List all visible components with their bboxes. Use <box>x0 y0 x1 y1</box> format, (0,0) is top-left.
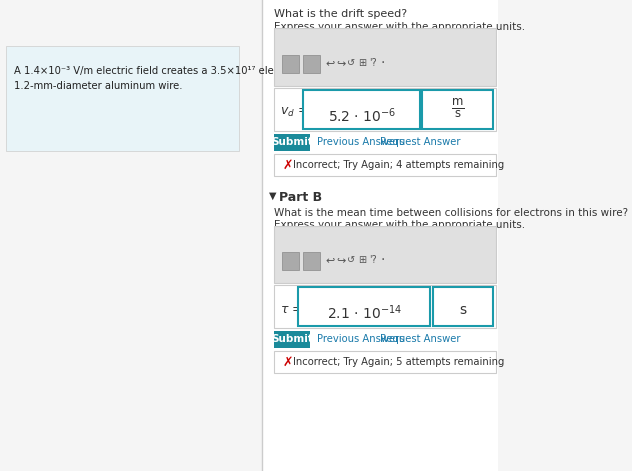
Text: Express your answer with the appropriate units.: Express your answer with the appropriate… <box>274 22 525 32</box>
Text: ⊞: ⊞ <box>358 255 367 265</box>
Text: ↪: ↪ <box>336 58 346 68</box>
Bar <box>274 154 496 176</box>
Text: Incorrect; Try Again; 4 attempts remaining: Incorrect; Try Again; 4 attempts remaini… <box>293 160 504 170</box>
Bar <box>274 331 310 348</box>
Text: s: s <box>459 303 466 317</box>
Text: 5.2 $\cdot$ 10$^{-6}$: 5.2 $\cdot$ 10$^{-6}$ <box>327 106 396 125</box>
Bar <box>432 287 493 326</box>
Text: Express your answer with the appropriate units.: Express your answer with the appropriate… <box>274 220 525 230</box>
Bar <box>422 90 493 129</box>
Text: Submit: Submit <box>271 137 313 147</box>
Bar <box>282 252 300 270</box>
Text: 2.1 $\cdot$ 10$^{-14}$: 2.1 $\cdot$ 10$^{-14}$ <box>327 303 401 322</box>
Text: ↺: ↺ <box>348 255 356 265</box>
Text: ↪: ↪ <box>336 255 346 265</box>
Text: Incorrect; Try Again; 5 attempts remaining: Incorrect; Try Again; 5 attempts remaini… <box>293 357 504 367</box>
Text: $\frac{\rm m}{\rm s}$: $\frac{\rm m}{\rm s}$ <box>451 97 465 120</box>
Text: ↩: ↩ <box>325 255 335 265</box>
Bar <box>298 287 430 326</box>
Bar <box>274 134 310 151</box>
Text: ▼: ▼ <box>269 191 276 201</box>
Text: $\tau$ =: $\tau$ = <box>280 303 303 316</box>
Bar <box>303 90 420 129</box>
Text: A 1.4×10⁻³ V/m electric field creates a 3.5×10¹⁷ elec/s current in a: A 1.4×10⁻³ V/m electric field creates a … <box>14 66 349 76</box>
Text: ✗: ✗ <box>282 356 293 368</box>
Text: ·: · <box>380 56 385 70</box>
Bar <box>274 285 496 328</box>
Bar <box>282 55 300 73</box>
Bar <box>6 46 239 151</box>
Bar <box>274 226 496 283</box>
Text: ·: · <box>380 253 385 267</box>
Text: ✗: ✗ <box>282 159 293 171</box>
Bar <box>303 55 320 73</box>
Text: ↺: ↺ <box>348 58 356 68</box>
Text: Request Answer: Request Answer <box>380 334 460 344</box>
Text: Previous Answers: Previous Answers <box>317 334 404 344</box>
Bar <box>274 28 496 86</box>
Text: 1.2-mm-diameter aluminum wire.: 1.2-mm-diameter aluminum wire. <box>14 81 183 91</box>
Text: Request Answer: Request Answer <box>380 137 460 147</box>
Text: What is the drift speed?: What is the drift speed? <box>274 9 408 19</box>
Bar <box>263 0 498 471</box>
Text: Previous Answers: Previous Answers <box>317 137 404 147</box>
Text: ⊞: ⊞ <box>358 58 367 68</box>
Text: ↩: ↩ <box>325 58 335 68</box>
Text: Part B: Part B <box>279 191 322 204</box>
Text: $v_d$ =: $v_d$ = <box>280 106 308 119</box>
Text: '?: '? <box>370 255 377 265</box>
Text: What is the mean time between collisions for electrons in this wire?: What is the mean time between collisions… <box>274 208 628 218</box>
Bar <box>274 351 496 373</box>
Bar <box>274 88 496 131</box>
Bar <box>303 252 320 270</box>
Text: Submit: Submit <box>271 334 313 344</box>
Text: '?: '? <box>370 58 377 68</box>
